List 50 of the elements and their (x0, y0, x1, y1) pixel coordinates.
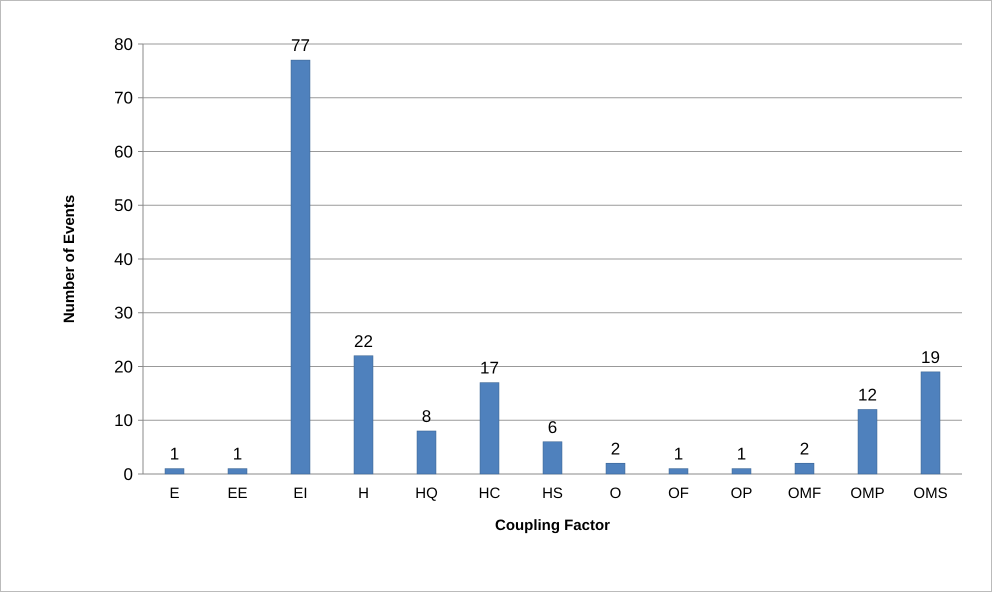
data-label: 8 (422, 407, 432, 426)
bar (542, 441, 562, 474)
y-tick-label: 50 (114, 196, 133, 216)
bar (668, 468, 688, 474)
y-tick-label: 30 (114, 304, 133, 323)
bar (164, 468, 184, 474)
y-tick-label: 20 (114, 357, 133, 376)
x-tick-label: OMF (788, 485, 822, 502)
bar (354, 355, 374, 474)
bar (920, 372, 940, 474)
data-label: 19 (921, 348, 940, 367)
bar (290, 60, 310, 474)
data-label: 17 (480, 358, 499, 378)
x-tick-label: E (169, 485, 180, 502)
x-tick-label: O (610, 485, 622, 502)
data-label: 1 (674, 444, 684, 464)
x-tick-label: HQ (415, 485, 438, 502)
y-tick-label: 70 (114, 88, 133, 108)
data-label: 77 (291, 36, 310, 56)
x-tick-label: OMP (850, 485, 885, 502)
data-label: 22 (354, 332, 373, 351)
data-label: 1 (170, 444, 180, 464)
y-tick-label: 60 (114, 142, 133, 162)
data-label: 6 (548, 418, 558, 437)
x-tick-label: OF (668, 485, 689, 502)
bar (228, 468, 248, 474)
y-tick-label: 80 (114, 34, 133, 54)
data-label: 1 (736, 444, 746, 464)
x-tick-label: H (358, 485, 369, 502)
y-tick-label: 10 (114, 411, 133, 430)
data-label: 2 (610, 439, 620, 458)
x-tick-label: EI (293, 485, 308, 502)
x-tick-label: HS (542, 485, 563, 502)
y-axis-title: Number of Events (61, 194, 78, 324)
data-label: 1 (232, 444, 242, 464)
bar (732, 468, 752, 474)
bar (606, 462, 626, 474)
bar (794, 462, 814, 474)
data-label: 12 (858, 386, 877, 404)
x-tick-label: HC (478, 485, 500, 502)
y-tick-label: 0 (124, 464, 133, 484)
bar (480, 382, 500, 474)
y-tick-label: 40 (114, 250, 133, 269)
x-tick-label: OP (730, 485, 752, 502)
x-tick-label: OMS (913, 485, 948, 502)
data-label: 2 (800, 439, 810, 458)
bar (858, 409, 878, 474)
bar (416, 430, 436, 474)
x-tick-label: EE (227, 485, 248, 502)
x-axis-title: Coupling Factor (495, 517, 610, 534)
